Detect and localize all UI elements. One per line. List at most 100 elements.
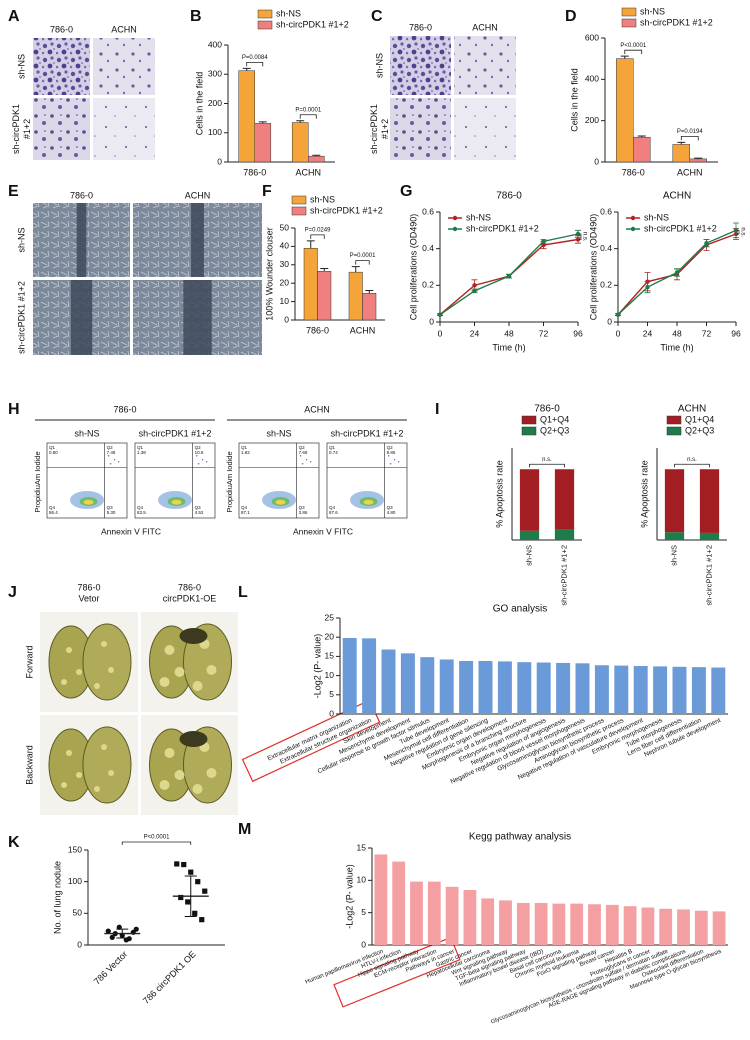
quadrant-name: Q3 xyxy=(387,505,394,510)
y-tick-label: 400 xyxy=(208,39,222,49)
significance-bracket xyxy=(355,260,370,265)
bar-segment xyxy=(519,530,540,540)
nodule xyxy=(159,677,170,687)
legend-label: sh-circPDK1 #1+2 xyxy=(310,205,383,215)
event xyxy=(113,458,116,461)
quadrant-value: 10.6 xyxy=(195,450,204,455)
x-tick-label: 72 xyxy=(539,328,549,338)
bar xyxy=(694,910,708,945)
group-label: 786-0 xyxy=(113,404,136,414)
data-point xyxy=(116,924,122,930)
legend-label: sh-circPDK1 #1+2 xyxy=(644,223,717,233)
error-bar xyxy=(694,157,703,159)
nodule xyxy=(101,641,107,647)
event xyxy=(195,454,198,457)
significance-bracket xyxy=(246,62,264,67)
significance-bracket xyxy=(299,114,317,119)
panel-letter: D xyxy=(565,8,577,25)
legend-label: sh-NS xyxy=(310,194,335,204)
x-tick-label: 48 xyxy=(672,328,682,338)
y-tick-label: 0 xyxy=(607,316,612,326)
nodule xyxy=(192,784,203,794)
bar xyxy=(410,881,423,945)
bar xyxy=(594,665,609,714)
bar xyxy=(659,908,673,945)
y-tick-label: 25 xyxy=(325,612,335,622)
event xyxy=(309,460,312,463)
event xyxy=(107,454,110,457)
y-axis-label: % Apoptosis rate xyxy=(639,460,649,528)
y-tick-label: 150 xyxy=(68,844,82,854)
event xyxy=(305,458,308,461)
annotation: P=0.0249 xyxy=(305,227,332,233)
bar xyxy=(588,904,601,945)
data-point xyxy=(575,231,581,237)
legend-marker xyxy=(630,226,636,232)
bar xyxy=(614,665,629,714)
x-tick-label: 96 xyxy=(731,328,741,338)
panel-letter: K xyxy=(8,834,20,851)
data-point xyxy=(472,283,477,288)
bar xyxy=(317,270,332,321)
y-tick-label: 0 xyxy=(594,156,599,166)
quadrant-name: Q1 xyxy=(241,445,248,450)
y-axis-label: PropidiuAm Iodide xyxy=(33,451,42,512)
y-tick-label: 200 xyxy=(585,115,599,125)
event xyxy=(299,454,302,457)
event xyxy=(301,462,304,465)
x-tick-label: 96 xyxy=(573,328,583,338)
row-label: Backward xyxy=(24,745,34,785)
bar xyxy=(362,293,377,321)
wound-gap xyxy=(191,203,204,277)
nodule xyxy=(76,772,82,778)
error-bar xyxy=(306,240,315,249)
y-axis-label: -Log2 (P- value) xyxy=(344,864,354,929)
quadrant-name: Q2 xyxy=(107,445,114,450)
bar xyxy=(517,662,532,714)
y-tick-label: 0 xyxy=(361,939,366,949)
significance-bracket xyxy=(737,229,740,235)
panel-letter: M xyxy=(238,821,251,838)
significance-bracket xyxy=(624,49,643,55)
wound-gap xyxy=(183,280,212,355)
y-tick-label: 0.2 xyxy=(600,280,612,290)
legend-label: Q2+Q3 xyxy=(685,425,714,435)
panel-letter: L xyxy=(238,584,248,601)
bar xyxy=(605,904,619,945)
quadrant-value: 86.4 xyxy=(49,510,58,515)
data-point xyxy=(674,270,680,275)
panel-letter: A xyxy=(8,8,20,25)
bar xyxy=(291,122,309,163)
micrograph xyxy=(33,38,90,95)
sd-bar xyxy=(184,875,197,917)
bar xyxy=(308,155,325,163)
data-point xyxy=(506,273,512,279)
y-axis-label: Cells in the field xyxy=(194,72,204,136)
x-tick-label: sh-NS xyxy=(669,545,678,566)
lung-lobe xyxy=(82,726,132,804)
legend-swatch xyxy=(257,9,273,19)
nodule xyxy=(101,744,107,750)
event xyxy=(397,460,400,463)
bar xyxy=(374,854,388,945)
row-label: #1+2 xyxy=(22,119,32,139)
bar xyxy=(534,902,548,945)
nodule xyxy=(108,770,114,776)
legend-swatch xyxy=(666,426,682,436)
quadrant-value: 7.69 xyxy=(299,450,308,455)
row-label: #1+2 xyxy=(380,119,390,139)
y-axis-label: Cell proliferations (OD490) xyxy=(588,214,598,321)
data-point xyxy=(185,899,191,905)
quadrant-name: Q3 xyxy=(299,505,306,510)
chart-title: ACHN xyxy=(663,191,691,202)
nodule xyxy=(206,665,217,675)
annotation: n.s. xyxy=(542,457,552,463)
nodule xyxy=(76,669,82,675)
quadrant-value: 3.86 xyxy=(299,510,308,515)
y-tick-label: 0.4 xyxy=(600,243,612,253)
data-point xyxy=(704,240,709,246)
column-label: Vetor xyxy=(78,593,99,603)
x-tick-label: 72 xyxy=(702,328,712,338)
y-tick-label: 10 xyxy=(357,875,367,885)
